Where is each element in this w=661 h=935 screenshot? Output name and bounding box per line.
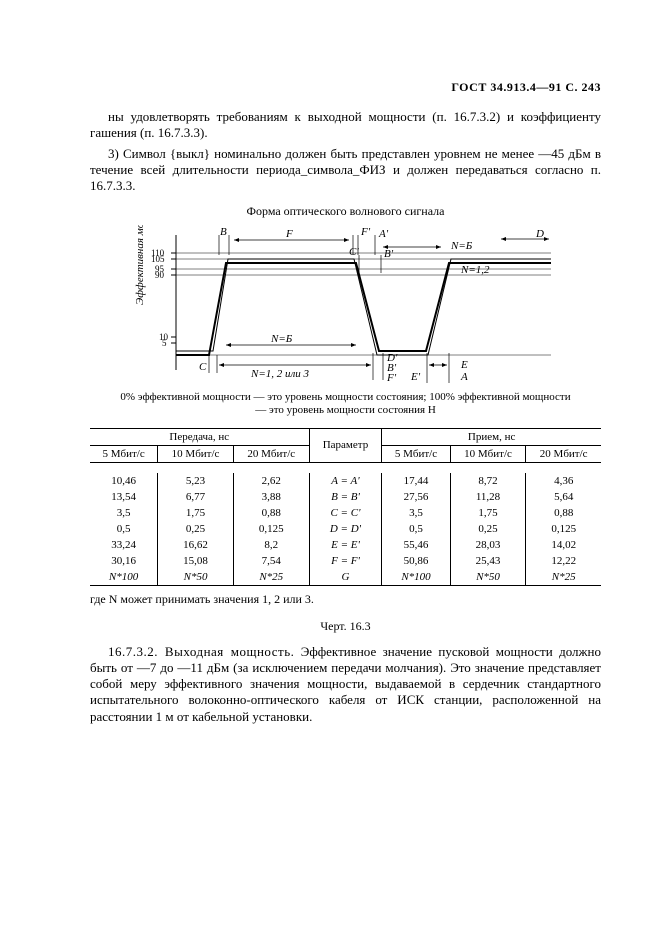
table-row: 30,16 15,08 7,54 F = F' 50,86 25,43 12,2… (90, 553, 601, 569)
figure-caption: Форма оптического волнового сигнала (90, 204, 601, 219)
y-axis-label: Эффективная мощность, % (134, 225, 146, 305)
th-r1: 5 Мбит/с (90, 445, 158, 462)
table-note: где N может принимать значения 1, 2 или … (90, 592, 601, 607)
data-table: Передача, нс Параметр Прием, нс 5 Мбит/с… (90, 428, 601, 586)
svg-text:105: 105 (151, 254, 165, 264)
th-r2: 10 Мбит/с (158, 445, 234, 462)
svg-text:N=Б: N=Б (450, 240, 473, 252)
svg-text:N=Б: N=Б (270, 333, 293, 345)
svg-text:A': A' (378, 228, 389, 240)
page: ГОСТ 34.913.4—91 С. 243 ны удовлетворять… (0, 0, 661, 769)
paragraph-1: ны удовлетворять требованиям к выходной … (90, 109, 601, 142)
figure-reference: Черт. 16.3 (90, 619, 601, 634)
table-row: N*100 N*50 N*25 G N*100 N*50 N*25 (90, 569, 601, 586)
svg-text:N=1, 2 или 3: N=1, 2 или 3 (250, 368, 310, 380)
table-row: 3,5 1,75 0,88 C = C' 3,5 1,75 0,88 (90, 505, 601, 521)
th-r4: 5 Мбит/с (382, 445, 450, 462)
svg-text:N=1,2: N=1,2 (460, 264, 490, 276)
svg-text:B: B (220, 226, 227, 238)
svg-text:E: E (460, 359, 468, 371)
svg-text:90: 90 (155, 270, 165, 280)
paragraph-2: 3) Символ {выкл} номинально должен быть … (90, 146, 601, 195)
col-rx: Прием, нс (382, 428, 601, 445)
table-body: 10,46 5,23 2,62 A = A' 17,44 8,72 4,36 1… (90, 462, 601, 585)
figure-note: 0% эффективной мощности — это уровень мо… (120, 391, 571, 417)
waveform-figure: Эффективная мощность, % 110 105 95 90 10… (131, 225, 561, 385)
para3-lead: 16.7.3.2. Выходная мощность. (108, 644, 294, 659)
table-row: 0,5 0,25 0,125 D = D' 0,5 0,25 0,125 (90, 521, 601, 537)
paragraph-3: 16.7.3.2. Выходная мощность. Эффективное… (90, 644, 601, 725)
svg-text:A: A (460, 371, 468, 383)
table-row: 10,46 5,23 2,62 A = A' 17,44 8,72 4,36 (90, 473, 601, 489)
svg-text:D: D (535, 228, 544, 240)
table-row: 13,54 6,77 3,88 B = B' 27,56 11,28 5,64 (90, 489, 601, 505)
th-r5: 10 Мбит/с (450, 445, 526, 462)
svg-text:E': E' (410, 371, 421, 383)
table-row: 33,24 16,62 8,2 E = E' 55,46 28,03 14,02 (90, 537, 601, 553)
svg-text:5: 5 (162, 338, 167, 348)
svg-text:F': F' (360, 226, 371, 238)
svg-text:F: F (285, 228, 293, 240)
th-r3: 20 Мбит/с (233, 445, 309, 462)
svg-text:B': B' (384, 248, 394, 260)
col-tx: Передача, нс (90, 428, 309, 445)
svg-text:C': C' (349, 246, 359, 258)
col-param: Параметр (309, 428, 382, 462)
th-r6: 20 Мбит/с (526, 445, 601, 462)
svg-text:F': F' (386, 372, 397, 384)
svg-text:C: C (199, 361, 207, 373)
doc-header: ГОСТ 34.913.4—91 С. 243 (90, 80, 601, 95)
